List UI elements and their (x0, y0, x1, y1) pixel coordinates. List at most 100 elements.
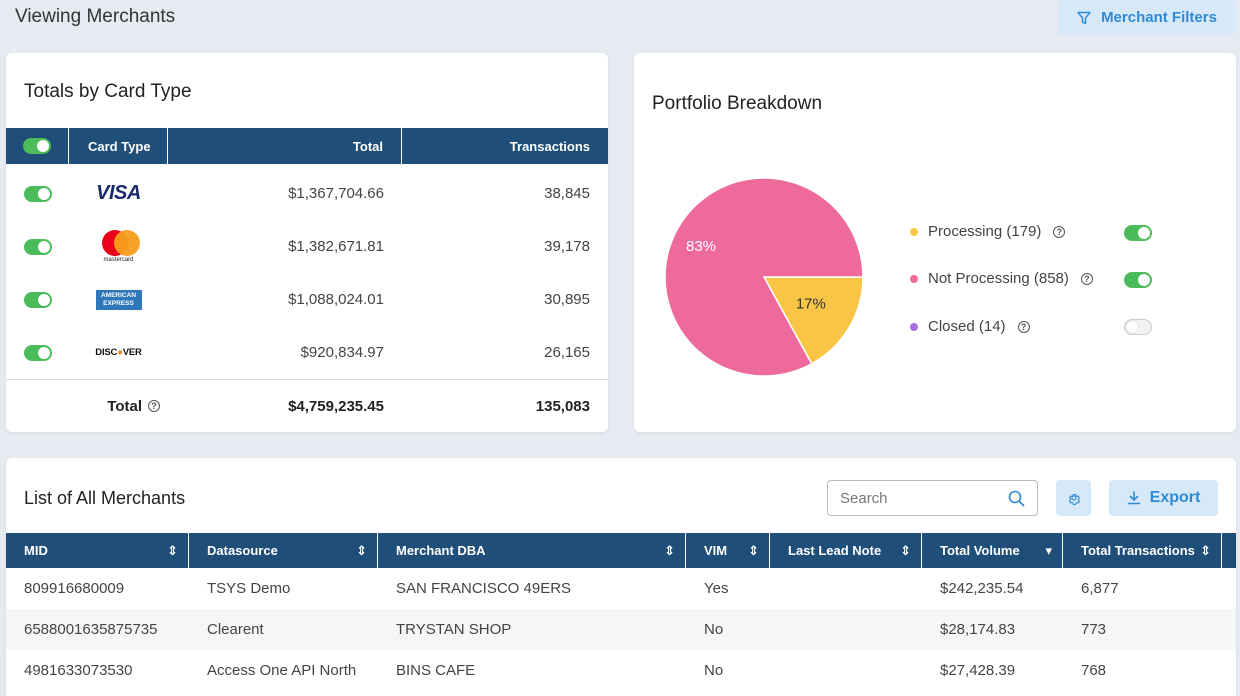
discover-total: $920,834.97 (300, 344, 384, 361)
help-icon[interactable]: ? (1080, 272, 1093, 285)
discover-logo: DISC●VER (95, 347, 142, 358)
table-row[interactable]: 4981633073530 Access One API North BINS … (6, 650, 1236, 691)
column-total-transactions[interactable]: Total Transactions ⇕ (1063, 533, 1222, 568)
card-row-mastercard: mastercard $1,382,671.81 39,178 (6, 220, 608, 273)
merchant-filters-button[interactable]: Merchant Filters (1058, 0, 1236, 35)
discover-transactions: 26,165 (544, 344, 590, 361)
sort-desc-icon[interactable]: ▾ (1045, 542, 1052, 558)
cell-merchant-dba: TRYSTAN SHOP (396, 621, 512, 638)
cell-last-lead-note (770, 568, 922, 609)
mastercard-logo-text: mastercard (103, 257, 134, 263)
cell-vim: No (704, 621, 724, 638)
cell-merchant-dba: BINS CAFE (396, 662, 476, 679)
card-row-visa: VISA $1,367,704.66 38,845 (6, 167, 608, 220)
mastercard-total: $1,382,671.81 (288, 238, 384, 255)
legend-dot (910, 227, 918, 236)
search-input[interactable] (840, 489, 1000, 507)
search-icon[interactable] (1008, 490, 1025, 507)
visa-transactions: 38,845 (544, 185, 590, 202)
column-vim[interactable]: VIM ⇕ (686, 533, 770, 568)
discover-logo-text-b: VER (122, 347, 142, 358)
header-toggle-cell (6, 128, 69, 164)
processing-toggle-switch[interactable] (1124, 225, 1152, 241)
pie-label-not-processing: 83% (686, 238, 716, 255)
totals-card: Totals by Card Type Card Type Total Tran… (6, 53, 608, 432)
portfolio-pie-chart: 17% 83% (664, 177, 864, 377)
help-icon[interactable]: ? (148, 400, 160, 412)
cell-total-volume: $242,235.54 (940, 580, 1024, 597)
header-total: Total (168, 128, 402, 164)
merchants-card: List of All Merchants Export MID⇕ Dataso… (6, 458, 1236, 696)
merchant-filters-label: Merchant Filters (1101, 9, 1217, 26)
column-total-volume[interactable]: Total Volume ▾ (922, 533, 1063, 568)
sort-icon[interactable]: ⇕ (900, 542, 911, 558)
amex-logo: AMERICAN EXPRESS (69, 273, 168, 326)
visa-total: $1,367,704.66 (288, 185, 384, 202)
toggle-all-switch[interactable] (23, 138, 51, 154)
not-processing-toggle-switch[interactable] (1124, 272, 1152, 288)
page-title: Viewing Merchants (15, 6, 176, 27)
table-row[interactable]: 809916680009 TSYS Demo SAN FRANCISCO 49E… (6, 568, 1236, 609)
totals-footer-row: Total ? $4,759,235.45 135,083 (6, 379, 608, 432)
cell-total-volume: $27,428.39 (940, 662, 1016, 679)
amex-transactions: 30,895 (544, 291, 590, 308)
grand-transactions: 135,083 (535, 397, 590, 415)
mastercard-toggle-switch[interactable] (23, 238, 52, 255)
export-button[interactable]: Export (1109, 480, 1218, 516)
card-row-amex: AMERICAN EXPRESS $1,088,024.01 30,895 (6, 273, 608, 326)
cell-last-lead-note (770, 650, 922, 691)
portfolio-card: Portfolio Breakdown 17% 83% Processing (1… (634, 53, 1236, 432)
mastercard-transactions: 39,178 (544, 238, 590, 255)
cell-mid: 6588001635875735 (24, 621, 158, 638)
legend-dot (910, 274, 918, 283)
cell-total-transactions: 773 (1081, 621, 1107, 638)
discover-toggle-switch[interactable] (23, 344, 52, 361)
total-label-cell: Total ? (69, 380, 168, 432)
amex-toggle-switch[interactable] (23, 291, 52, 308)
visa-toggle-switch[interactable] (23, 185, 52, 202)
merchants-title: List of All Merchants (24, 488, 186, 508)
table-row[interactable]: 6588001635875735 Clearent TRYSTAN SHOP N… (6, 609, 1236, 650)
total-label: Total (107, 397, 142, 415)
column-merchant-dba[interactable]: Merchant DBA ⇕ (378, 533, 686, 568)
cell-mid: 809916680009 (24, 580, 125, 597)
pie-slice-not-processing[interactable] (664, 177, 864, 377)
totals-title: Totals by Card Type (24, 81, 192, 102)
pie-slice-processing[interactable] (762, 276, 864, 365)
cell-datasource: TSYS Demo (207, 580, 291, 597)
pie-label-processing: 17% (796, 296, 826, 313)
cell-vim: Yes (704, 580, 729, 597)
sort-icon[interactable]: ⇕ (167, 542, 178, 558)
toggle-cell (6, 220, 69, 273)
cell-total-transactions: 768 (1081, 662, 1107, 679)
sort-icon[interactable]: ⇕ (748, 542, 759, 558)
amex-total: $1,088,024.01 (288, 291, 384, 308)
help-icon[interactable]: ? (1053, 225, 1066, 238)
cell-vim: No (704, 662, 724, 679)
column-datasource[interactable]: Datasource ⇕ (189, 533, 378, 568)
gear-icon (1068, 493, 1080, 505)
export-label: Export (1149, 489, 1201, 506)
visa-logo-text: VISA (96, 182, 141, 204)
legend-processing: Processing (179) ? (910, 223, 1066, 240)
sort-icon[interactable]: ⇕ (664, 542, 675, 558)
toggle-cell (6, 167, 69, 220)
settings-button[interactable] (1056, 480, 1091, 516)
help-icon[interactable]: ? (1017, 320, 1030, 333)
filter-icon (1077, 11, 1091, 24)
closed-toggle-switch[interactable] (1124, 319, 1152, 335)
header-card-type: Card Type (69, 128, 168, 164)
sort-icon[interactable]: ⇕ (1200, 542, 1211, 558)
grand-total: $4,759,235.45 (288, 397, 384, 415)
amex-logo-text: AMERICAN EXPRESS (95, 289, 142, 310)
cell-total-transactions: 6,877 (1081, 580, 1119, 597)
header-transactions: Transactions (509, 138, 590, 154)
column-mid[interactable]: MID ⇕ (6, 533, 189, 568)
portfolio-title: Portfolio Breakdown (652, 93, 823, 114)
mastercard-logo: mastercard (69, 220, 168, 273)
column-last-lead-note[interactable]: Last Lead Note ⇕ (770, 533, 922, 568)
legend-processing-label: Processing (179) (928, 223, 1042, 240)
discover-logo-text-a: DISC (95, 347, 118, 358)
cell-datasource: Clearent (207, 621, 264, 638)
sort-icon[interactable]: ⇕ (356, 542, 367, 558)
